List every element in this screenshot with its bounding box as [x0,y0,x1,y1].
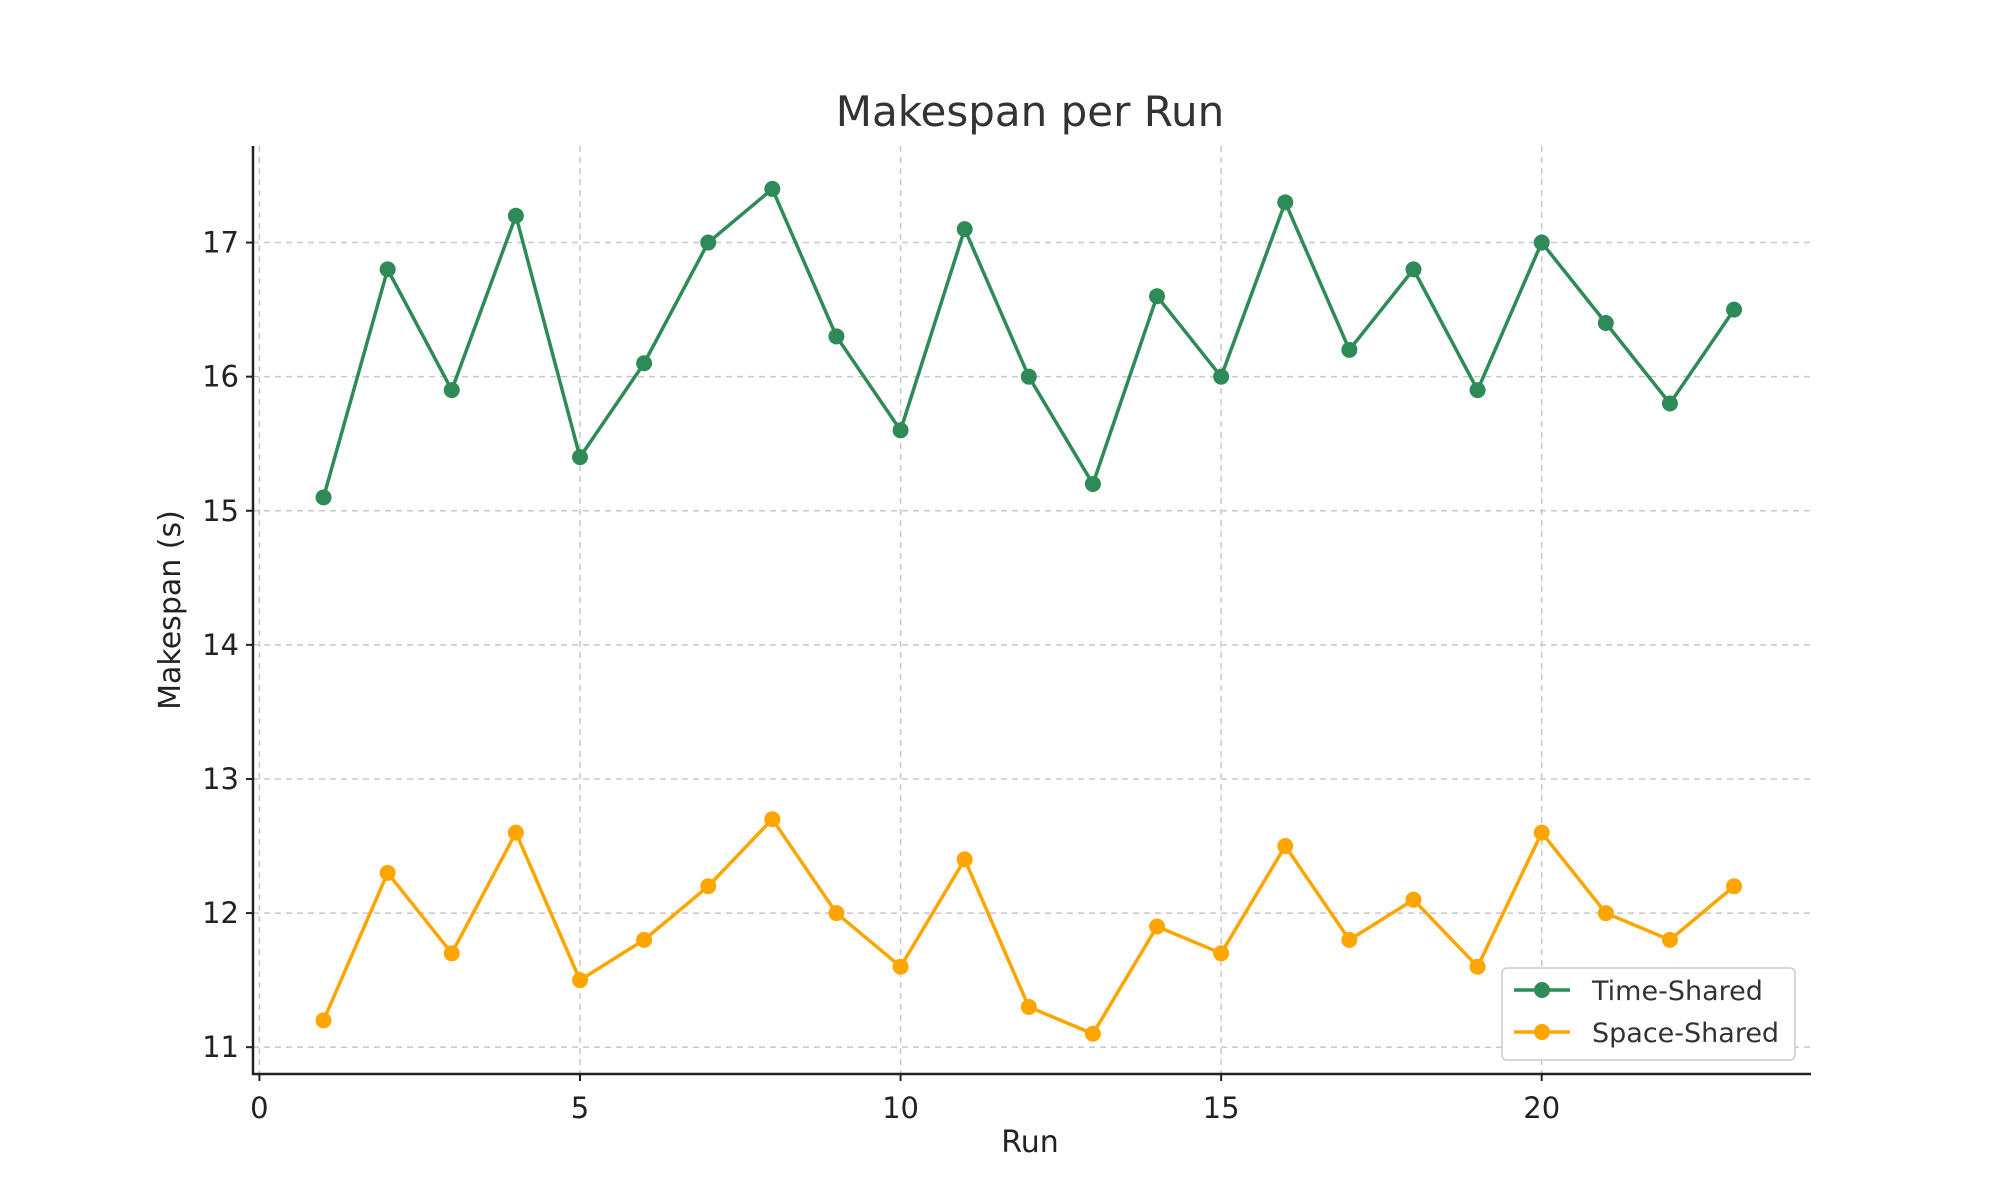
data-point-time-shared [1341,341,1358,358]
data-point-space-shared [1661,931,1678,948]
data-point-space-shared [315,1012,332,1029]
y-tick-label: 15 [202,494,239,528]
chart-title: Makespan per Run [836,87,1225,136]
data-point-space-shared [1597,905,1614,922]
data-point-time-shared [892,422,909,439]
data-point-space-shared [507,824,524,841]
data-point-time-shared [700,234,717,251]
data-point-time-shared [1533,234,1550,251]
data-point-time-shared [507,207,524,224]
data-point-space-shared [1149,918,1166,935]
data-point-time-shared [828,328,845,345]
data-point-space-shared [1213,945,1230,962]
data-point-time-shared [1277,194,1294,211]
data-point-space-shared [1084,1025,1101,1042]
data-point-time-shared [1213,368,1230,385]
data-point-space-shared [1533,824,1550,841]
x-tick-label: 5 [571,1091,589,1125]
legend: Time-Shared Space-Shared [1501,967,1796,1061]
data-point-space-shared [1277,838,1294,855]
y-axis-ticks: 11 12 13 14 15 16 17 [202,226,253,1064]
data-point-space-shared [700,878,717,895]
series-group [315,180,1743,1042]
data-point-time-shared [1020,368,1037,385]
legend-box [1501,967,1796,1061]
data-point-space-shared [443,945,460,962]
y-tick-label: 11 [202,1030,239,1064]
data-point-space-shared [892,958,909,975]
y-tick-label: 13 [202,762,239,796]
data-point-time-shared [1597,315,1614,332]
legend-label-space-shared: Space-Shared [1592,1018,1779,1049]
y-tick-label: 17 [202,226,239,260]
y-tick-label: 14 [202,628,239,662]
series-space-shared [315,811,1743,1042]
data-point-space-shared [828,905,845,922]
data-point-space-shared [1405,891,1422,908]
data-point-time-shared [1469,382,1486,399]
data-point-time-shared [315,489,332,506]
data-point-time-shared [1661,395,1678,412]
legend-label-time-shared: Time-Shared [1591,976,1763,1007]
legend-marker-time-shared [1534,982,1550,998]
data-point-space-shared [1341,931,1358,948]
x-tick-label: 10 [882,1091,919,1125]
data-point-time-shared [1084,475,1101,492]
axis-spines [251,146,1811,1076]
x-tick-label: 15 [1203,1091,1240,1125]
data-point-space-shared [379,864,396,881]
data-point-space-shared [1020,998,1037,1015]
data-point-time-shared [571,449,588,466]
x-axis-label: Run [1001,1125,1059,1160]
data-point-space-shared [571,972,588,989]
x-axis-ticks: 0 5 10 15 20 [250,1074,1560,1125]
data-point-time-shared [764,180,781,197]
series-line-time-shared [321,187,1736,498]
x-tick-label: 20 [1523,1091,1560,1125]
data-point-time-shared [1726,301,1743,318]
data-point-space-shared [1726,878,1743,895]
data-point-time-shared [379,261,396,278]
data-point-space-shared [1469,958,1486,975]
y-axis-label: Makespan (s) [153,510,188,710]
data-point-time-shared [956,221,973,238]
data-point-space-shared [764,811,781,828]
y-tick-label: 12 [202,896,239,930]
data-point-time-shared [1149,288,1166,305]
data-point-time-shared [443,382,460,399]
data-point-time-shared [636,355,653,372]
legend-marker-space-shared [1534,1024,1550,1040]
x-tick-label: 0 [250,1091,268,1125]
data-point-space-shared [636,931,653,948]
data-point-time-shared [1405,261,1422,278]
series-time-shared [315,180,1743,506]
y-tick-label: 16 [202,360,239,394]
data-point-space-shared [956,851,973,868]
